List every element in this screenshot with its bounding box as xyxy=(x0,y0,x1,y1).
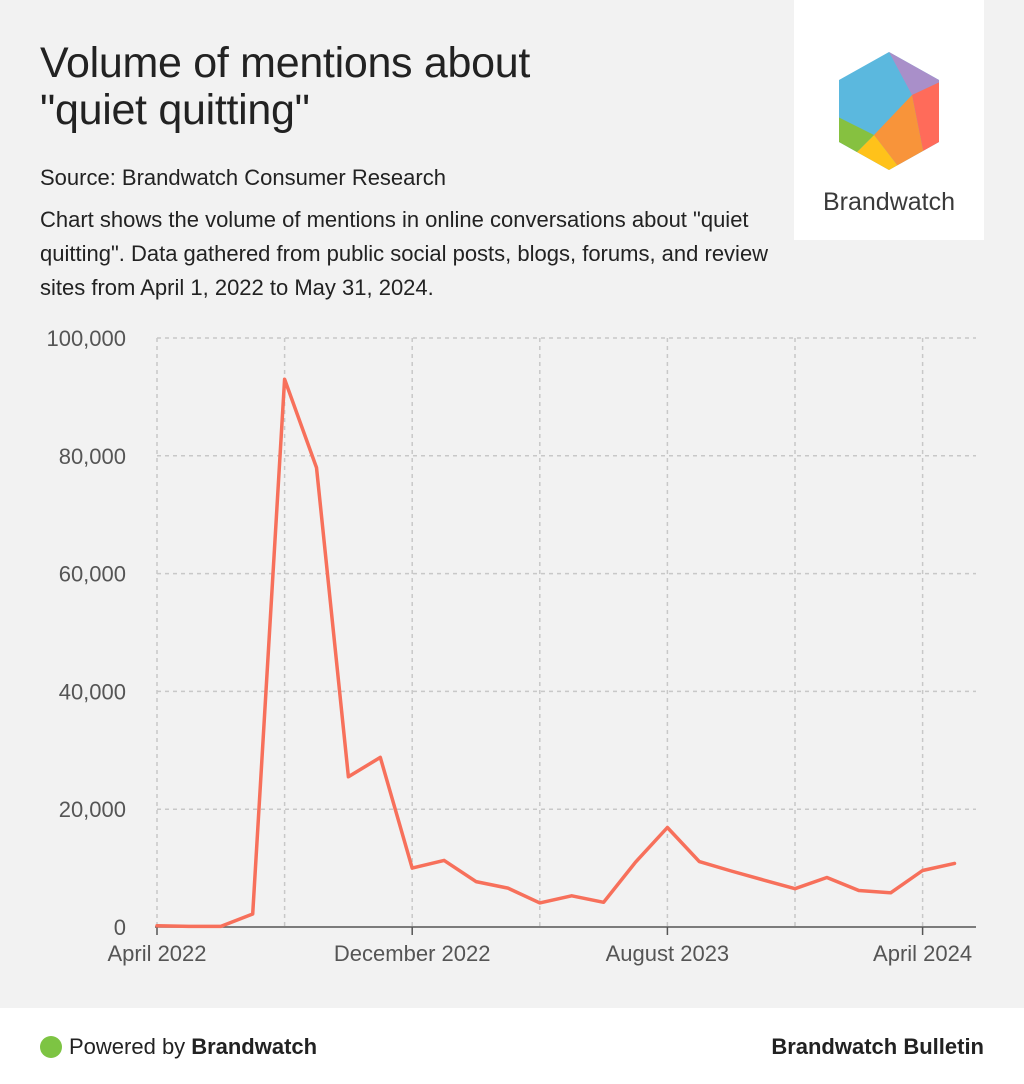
source-text: Source: Brandwatch Consumer Research xyxy=(40,165,446,190)
bulletin-label: Brandwatch Bulletin xyxy=(771,1034,984,1059)
powered-prefix: Powered by xyxy=(69,1034,186,1059)
logo-wordmark: Brandwatch xyxy=(822,188,956,216)
y-tick-label: 0 xyxy=(114,915,126,940)
title-line-2: "quiet quitting" xyxy=(40,86,310,134)
series-line xyxy=(155,377,957,929)
line-chart: 0 20,000 40,000 60,000 80,000 100,000 April 20… xyxy=(46,326,976,966)
powered-brand: Brandwatch xyxy=(191,1034,318,1059)
y-tick-label: 60,000 xyxy=(59,562,126,587)
hexagon-logo-icon xyxy=(839,52,939,170)
title-line-1: Volume of mentions about xyxy=(40,39,531,87)
powered-by: Powered by Brandwatch xyxy=(40,1034,317,1060)
y-tick-label: 40,000 xyxy=(59,679,126,704)
y-tick-label: 20,000 xyxy=(59,797,126,822)
x-tick-label: December 2022 xyxy=(334,941,491,966)
y-tick-label: 100,000 xyxy=(46,326,126,351)
chart-panel: Volume of mentions about "quiet quitting… xyxy=(0,0,1024,1008)
x-tick-label: August 2023 xyxy=(606,941,730,966)
chart-title: Volume of mentions about "quiet quitting… xyxy=(40,40,760,134)
y-tick-label: 80,000 xyxy=(59,444,126,469)
brandwatch-logo: Brandwatch xyxy=(794,0,984,240)
green-dot-icon xyxy=(40,1036,62,1058)
x-tick-label: April 2024 xyxy=(873,941,972,966)
description-text: Chart shows the volume of mentions in on… xyxy=(40,207,769,300)
x-tick-label: April 2022 xyxy=(107,941,206,966)
footer: Powered by Brandwatch Brandwatch Bulleti… xyxy=(0,1008,1024,1084)
